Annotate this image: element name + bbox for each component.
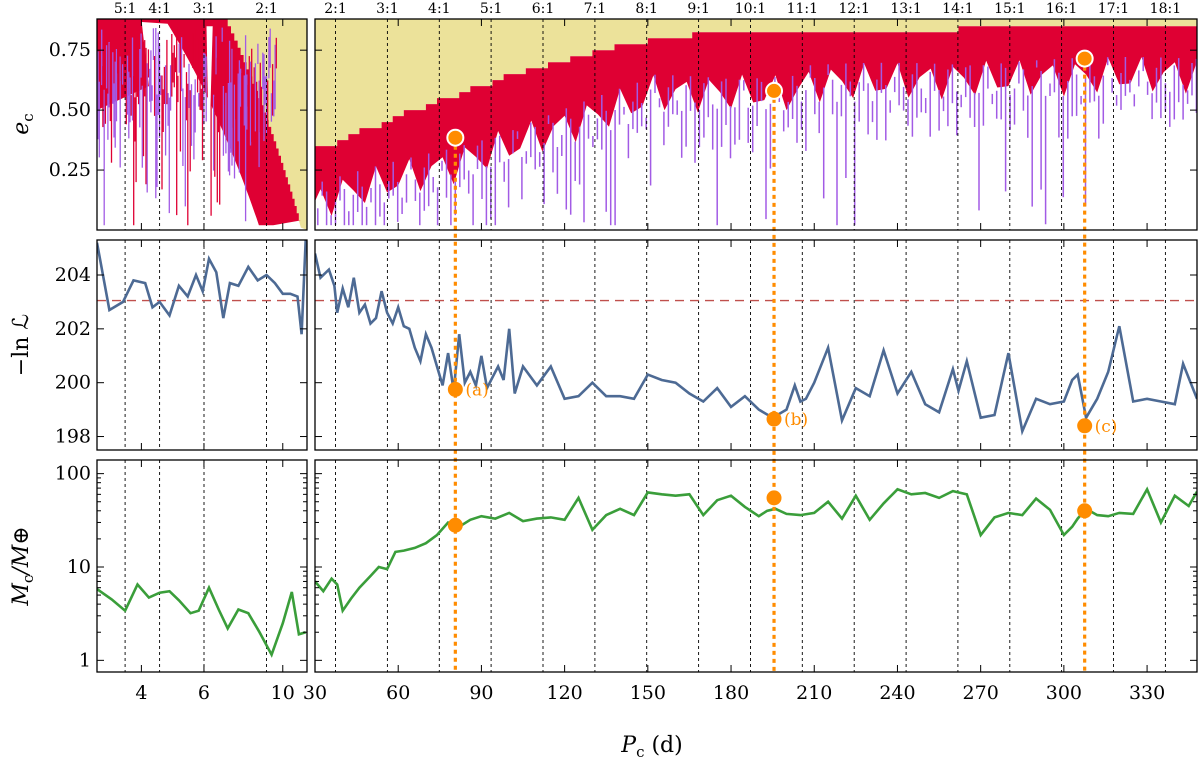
- resonance-grid-layer: [124, 19, 1166, 672]
- stability-fill-layer: [97, 19, 1197, 230]
- resonance-label: 17:1: [1098, 1, 1129, 17]
- ecc-tick-label: 0.75: [49, 39, 91, 61]
- lnL-tick-label: 202: [55, 318, 91, 340]
- resonance-label: 18:1: [1150, 1, 1181, 17]
- resonance-label: 4:1: [148, 1, 171, 17]
- resonance-label: 15:1: [994, 1, 1025, 17]
- x-tick-label-left: 4: [135, 682, 147, 704]
- x-tick-label-right: 330: [1129, 682, 1165, 704]
- solution-marker-ecc: [446, 128, 465, 147]
- resonance-label: 12:1: [838, 1, 869, 17]
- panel-frame: [96, 18, 308, 231]
- x-tick-label-left: 6: [198, 682, 210, 704]
- solution-marker-mass: [1077, 503, 1093, 519]
- resonance-label: 13:1: [890, 1, 921, 17]
- lnL-tick-label: 198: [55, 426, 91, 448]
- data-layer: [97, 49, 1197, 672]
- solution-marker-lnL: [1077, 418, 1093, 434]
- x-tick-label-right: 300: [1046, 682, 1082, 704]
- unstable-region-left: [224, 19, 307, 230]
- solution-label: (b): [784, 410, 808, 430]
- panel-frame: [96, 239, 308, 451]
- mass-curve-left: [97, 582, 307, 658]
- solution-marker-ecc: [1075, 49, 1094, 68]
- lnL-curve-right: [315, 253, 1197, 436]
- chaotic-region-right: [315, 26, 1197, 216]
- ecc-tick-label: 0.25: [49, 159, 91, 181]
- stability-map-left: [97, 19, 307, 230]
- resonance-label: 3:1: [376, 1, 399, 17]
- mass-tick-label: 1: [79, 649, 91, 671]
- resonance-label: 4:1: [428, 1, 451, 17]
- x-tick-label-right: 180: [713, 682, 749, 704]
- x-tick-label-right: 60: [386, 682, 410, 704]
- lnL-ylabel: −ln ℒ: [9, 314, 34, 376]
- lnL-curve-left: [97, 240, 307, 335]
- x-tick-label-right: 150: [630, 682, 666, 704]
- resonance-label: 10:1: [735, 1, 766, 17]
- solution-marker-lnL: [766, 411, 782, 427]
- resonance-label: 8:1: [635, 1, 658, 17]
- resonance-label: 2:1: [324, 1, 347, 17]
- panel-frame: [314, 459, 1198, 673]
- x-tick-label-left: 10: [271, 682, 295, 704]
- mass-tick-label: 10: [67, 556, 91, 578]
- x-tick-label-right: 240: [879, 682, 915, 704]
- resonance-label: 14:1: [942, 1, 973, 17]
- resonance-label: 11:1: [787, 1, 818, 17]
- resonance-label: 2:1: [255, 1, 278, 17]
- lnL-tick-label: 204: [55, 264, 91, 286]
- solution-label: (a): [465, 380, 488, 400]
- mass-ylabel: Mc/M⊕: [9, 526, 37, 606]
- x-tick-label-right: 210: [796, 682, 832, 704]
- solution-marker-ecc: [765, 81, 784, 100]
- solution-marker-lnL: [447, 381, 463, 397]
- panel-frame: [96, 459, 308, 673]
- resonance-label: 6:1: [532, 1, 555, 17]
- resonance-label: 9:1: [687, 1, 710, 17]
- x-tick-label-right: 270: [963, 682, 999, 704]
- chaotic-region-left: [97, 19, 301, 226]
- panel-frame: [314, 18, 1198, 231]
- panel-frame: [314, 239, 1198, 451]
- stability-map-right: [315, 19, 1197, 230]
- axes-layer: [96, 18, 1198, 673]
- solution-marker-mass: [447, 517, 463, 533]
- resonance-label: 5:1: [480, 1, 503, 17]
- resonance-label: 16:1: [1046, 1, 1077, 17]
- x-axis-label: Pc (d): [620, 733, 682, 761]
- x-tick-label-right: 120: [546, 682, 582, 704]
- resonance-label: 7:1: [584, 1, 607, 17]
- ecc-ylabel: ec: [9, 113, 37, 134]
- resonance-label: 5:1: [114, 1, 137, 17]
- ecc-tick-label: 0.50: [49, 99, 91, 121]
- solution-label: (c): [1095, 417, 1118, 437]
- mass-curve-right: [315, 486, 1197, 614]
- text-layer: ec −ln ℒ Mc/M⊕ Pc (d) 5:1 4:1 3:1 2:1 2:1 3:1…: [9, 1, 1181, 761]
- lnL-tick-label: 200: [55, 372, 91, 394]
- stable-gap-3to1: [206, 26, 213, 159]
- x-tick-label-right: 30: [303, 682, 327, 704]
- mass-tick-label: 100: [55, 463, 91, 485]
- resonance-label: 3:1: [193, 1, 216, 17]
- solution-marker-mass: [766, 490, 782, 506]
- x-tick-label-right: 90: [469, 682, 493, 704]
